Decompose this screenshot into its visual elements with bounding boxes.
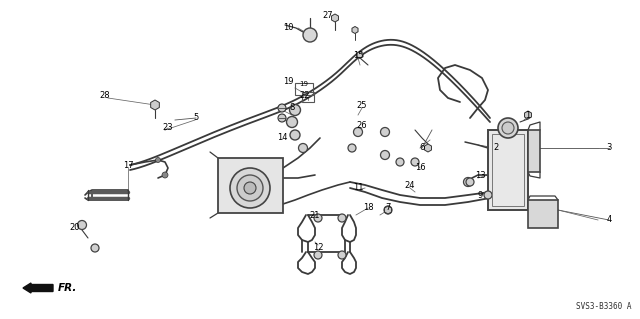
Text: 18: 18: [363, 204, 373, 212]
Text: 9: 9: [477, 190, 483, 199]
Polygon shape: [525, 111, 531, 119]
Text: 12: 12: [313, 243, 323, 253]
Polygon shape: [424, 144, 431, 152]
Circle shape: [278, 114, 286, 122]
Circle shape: [381, 151, 390, 160]
Text: 25: 25: [356, 100, 367, 109]
Text: 3: 3: [606, 144, 612, 152]
Polygon shape: [332, 14, 339, 22]
Text: 4: 4: [606, 216, 612, 225]
Text: 28: 28: [100, 91, 110, 100]
Circle shape: [353, 128, 362, 137]
Text: 11: 11: [353, 183, 364, 192]
Text: 27: 27: [323, 11, 333, 19]
Bar: [528, 130, 540, 172]
Circle shape: [466, 178, 474, 186]
Text: 24: 24: [404, 181, 415, 189]
Polygon shape: [352, 26, 358, 33]
Circle shape: [290, 130, 300, 140]
Text: 20: 20: [70, 224, 80, 233]
Circle shape: [244, 182, 256, 194]
Circle shape: [91, 244, 99, 252]
Polygon shape: [150, 100, 159, 110]
Text: 19: 19: [283, 78, 293, 86]
Text: 14: 14: [276, 133, 287, 143]
Circle shape: [502, 122, 514, 134]
Text: 2: 2: [493, 144, 499, 152]
Bar: [302, 92, 314, 102]
Circle shape: [384, 206, 392, 214]
Bar: [492, 134, 524, 206]
Circle shape: [463, 177, 472, 187]
Circle shape: [156, 158, 161, 162]
Text: 5: 5: [193, 114, 198, 122]
Text: 22: 22: [300, 91, 310, 100]
Circle shape: [484, 191, 492, 199]
Text: 17: 17: [123, 160, 133, 169]
Circle shape: [411, 158, 419, 166]
Polygon shape: [357, 51, 363, 58]
Text: 6: 6: [419, 144, 425, 152]
Text: 23: 23: [163, 123, 173, 132]
Circle shape: [314, 214, 322, 222]
Circle shape: [77, 220, 86, 229]
Circle shape: [303, 28, 317, 42]
Circle shape: [314, 251, 322, 259]
Circle shape: [298, 144, 307, 152]
FancyArrow shape: [23, 283, 53, 293]
Bar: [218, 158, 283, 213]
Polygon shape: [385, 206, 392, 214]
Text: 1: 1: [525, 110, 531, 120]
Circle shape: [498, 118, 518, 138]
Circle shape: [237, 175, 263, 201]
Circle shape: [230, 168, 270, 208]
Circle shape: [338, 214, 346, 222]
Text: 21: 21: [310, 211, 320, 219]
Text: 10: 10: [283, 24, 293, 33]
Text: 15: 15: [353, 50, 364, 60]
Text: 19: 19: [299, 81, 308, 87]
Bar: [528, 200, 558, 228]
Circle shape: [381, 128, 390, 137]
Text: 8: 8: [289, 103, 294, 113]
Text: 7: 7: [385, 204, 390, 212]
Text: 16: 16: [415, 164, 426, 173]
Text: SVS3-B3360 A: SVS3-B3360 A: [577, 302, 632, 311]
Circle shape: [338, 251, 346, 259]
Circle shape: [278, 104, 286, 112]
Circle shape: [287, 116, 298, 128]
Text: 13: 13: [475, 170, 485, 180]
Circle shape: [348, 144, 356, 152]
Circle shape: [162, 172, 168, 178]
Circle shape: [289, 105, 301, 115]
Text: 26: 26: [356, 121, 367, 130]
Bar: [488, 130, 528, 210]
Bar: [295, 83, 313, 95]
Text: FR.: FR.: [58, 283, 77, 293]
Circle shape: [396, 158, 404, 166]
